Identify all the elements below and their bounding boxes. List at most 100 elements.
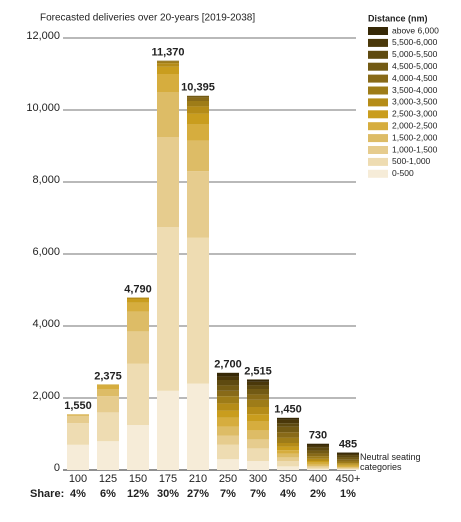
y-tick-label: 6,000 <box>32 246 60 258</box>
bar-segment <box>67 444 89 470</box>
bar-segment <box>217 385 239 391</box>
bar-segment <box>337 465 359 467</box>
bar-segment <box>247 421 269 431</box>
bar-segment <box>97 385 119 389</box>
bar-segment <box>337 457 359 460</box>
bar-segment <box>307 466 329 468</box>
legend-label: 3,000-3,500 <box>392 97 438 107</box>
y-tick-label: 4,000 <box>32 318 60 330</box>
bar-segment <box>157 61 179 64</box>
bar-segment <box>307 461 329 463</box>
share-value: 4% <box>70 488 86 500</box>
bar-segment <box>307 453 329 457</box>
bar-segment <box>337 464 359 466</box>
bar-segment <box>67 423 89 445</box>
bar-segment <box>187 101 209 107</box>
bar-segment <box>307 456 329 459</box>
bar-segment <box>127 363 149 425</box>
share-value: 30% <box>157 488 179 500</box>
bar-segment <box>337 455 359 458</box>
legend-label: 5,500-6,000 <box>392 37 438 47</box>
bar-segment <box>187 237 209 384</box>
bar-segment <box>97 396 119 413</box>
bar-segment <box>157 60 179 62</box>
bar-segment <box>217 410 239 418</box>
legend-title: Distance (nm) <box>368 13 428 23</box>
legend-label: 2,000-2,500 <box>392 120 438 130</box>
share-value: 12% <box>127 488 149 500</box>
bar-segment <box>157 66 179 74</box>
bar-segment <box>247 430 269 440</box>
bar-segment <box>157 227 179 391</box>
annotation: Neutral seating categories <box>360 452 421 472</box>
bar-segment <box>217 372 239 377</box>
bar-segment <box>277 417 299 420</box>
bar-segment <box>217 380 239 386</box>
total-label: 10,395 <box>181 82 215 94</box>
legend-label: 1,500-2,000 <box>392 132 438 142</box>
bar-segment <box>127 299 149 303</box>
total-label: 2,375 <box>94 370 122 382</box>
total-label: 2,700 <box>214 359 242 371</box>
share-value: 2% <box>310 488 326 500</box>
bar-segment <box>247 394 269 400</box>
bar-segment <box>307 464 329 467</box>
total-label: 2,515 <box>244 365 272 377</box>
bar-segment <box>307 450 329 454</box>
legend-label: 3,500-4,000 <box>392 85 438 95</box>
bar-segment <box>337 467 359 469</box>
share-value: 27% <box>187 488 209 500</box>
legend-swatch <box>368 134 388 143</box>
bar-segment <box>217 390 239 397</box>
bar-segment <box>217 376 239 380</box>
bar-segment <box>247 379 269 382</box>
legend-swatch <box>368 122 388 131</box>
bar-segment <box>127 331 149 364</box>
bar-segment <box>277 443 299 447</box>
x-tick-label: 250 <box>219 473 237 485</box>
bar-segment <box>187 113 209 125</box>
x-tick-label: 300 <box>249 473 267 485</box>
bar-segment <box>307 443 329 446</box>
bar-segment <box>127 311 149 332</box>
bar-segment <box>277 437 299 443</box>
bar-segment <box>277 419 299 424</box>
bar-segment <box>247 389 269 395</box>
bar-segment <box>187 97 209 101</box>
bar-segment <box>277 461 299 467</box>
bar-segment <box>217 435 239 445</box>
bar-segment <box>157 92 179 137</box>
x-tick-label: 210 <box>189 473 207 485</box>
bar-segment <box>217 459 239 470</box>
y-tick-label: 2,000 <box>32 390 60 402</box>
bar-segment <box>277 446 299 451</box>
legend-swatch <box>368 169 388 178</box>
bar-segment <box>97 412 119 442</box>
bar-segment <box>157 63 179 67</box>
bar-segment <box>337 469 359 470</box>
bar-segment <box>247 448 269 461</box>
total-label: 730 <box>309 430 327 442</box>
bar-segment <box>247 461 269 470</box>
bar-segment <box>337 453 359 456</box>
share-value: 4% <box>280 488 296 500</box>
total-label: 1,550 <box>64 400 92 412</box>
bar-segment <box>97 384 119 386</box>
x-tick-label: 400 <box>309 473 327 485</box>
bar-segment <box>97 389 119 397</box>
x-tick-label: 175 <box>159 473 177 485</box>
legend-swatch <box>368 98 388 107</box>
bar-segment <box>337 461 359 464</box>
bar-segment <box>127 302 149 312</box>
bar-segment <box>157 74 179 92</box>
y-tick-label: 0 <box>54 462 60 474</box>
bar-segment <box>247 381 269 386</box>
bar-segment <box>127 297 149 299</box>
total-label: 485 <box>339 438 357 450</box>
x-tick-label: 100 <box>69 473 87 485</box>
bar-segment <box>247 439 269 449</box>
legend-label: 4,500-5,000 <box>392 61 438 71</box>
bar-segment <box>277 450 299 454</box>
